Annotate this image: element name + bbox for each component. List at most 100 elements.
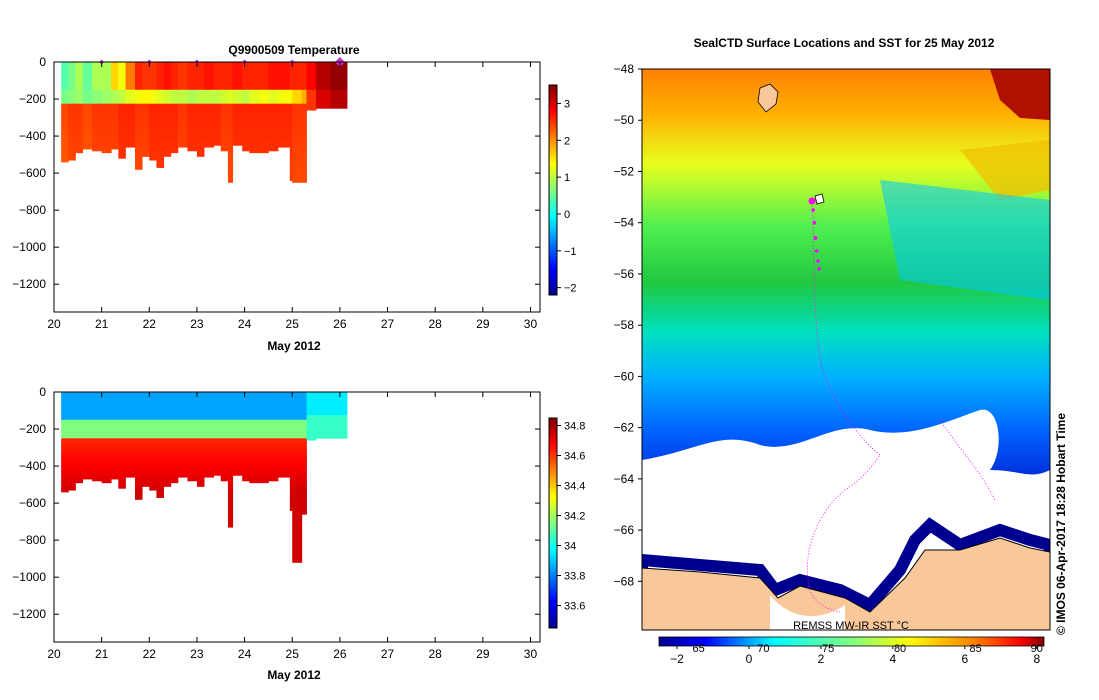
salinity-cell (163, 456, 172, 462)
salinity-cell (156, 461, 164, 467)
temperature-cell (170, 71, 179, 77)
salinity-cell (177, 433, 188, 439)
salinity-xlabel: May 2012 (267, 668, 321, 682)
salinity-cell (82, 429, 93, 435)
temperature-cell (301, 103, 307, 109)
colorbar-cell (549, 463, 557, 468)
temperature-cell (292, 140, 303, 146)
temperature-cell (170, 122, 179, 128)
temperature-cell (101, 108, 112, 114)
salinity-cell (258, 461, 269, 467)
salinity-cell (156, 489, 164, 495)
temperature-cell (242, 122, 250, 128)
salinity-cell (82, 424, 93, 430)
salinity-cell (156, 493, 164, 498)
salinity-cell (292, 540, 303, 546)
salinity-cell (135, 452, 143, 458)
salinity-cell (330, 405, 348, 411)
salinity-cell (196, 405, 205, 411)
colorbar-cell (549, 621, 557, 625)
map-y-tick-label: −62 (614, 421, 635, 435)
colorbar-cell (549, 284, 557, 289)
salinity-cell (68, 484, 76, 490)
temperature-cell (277, 71, 291, 77)
temperature-cell (177, 85, 188, 91)
colorbar-cell (549, 99, 557, 103)
salinity-cell (204, 470, 215, 476)
colorbar-frame (548, 84, 558, 296)
salinity-cell (187, 475, 198, 481)
salinity-cell (242, 442, 250, 448)
salinity-cell (187, 433, 198, 439)
colorbar-cell (549, 498, 557, 503)
temperature-cell (135, 122, 143, 128)
temperature-cell (68, 149, 76, 155)
salinity-cell (75, 401, 83, 407)
temperature-cell (289, 99, 293, 105)
temperature-cell (82, 117, 93, 123)
salinity-cell (268, 470, 279, 476)
temperature-cell (101, 112, 112, 118)
colorbar-cell (549, 582, 557, 587)
colorbar-cell (549, 547, 557, 552)
salinity-cell (101, 438, 112, 444)
temperature-cell (61, 140, 69, 146)
temperature-cell (82, 71, 93, 77)
temperature-cell (68, 75, 76, 81)
temperature-cell (306, 62, 317, 68)
salinity-cell (196, 466, 205, 472)
salinity-cell (111, 401, 119, 407)
salinity-cell (227, 484, 234, 490)
temperature-cell (204, 131, 215, 137)
salinity-cell (111, 447, 119, 453)
temperature-cell (177, 126, 188, 132)
temperature-cell (92, 145, 103, 151)
salinity-cell (213, 452, 222, 458)
sst-celsius-label: 4 (890, 652, 897, 666)
salinity-cell (268, 475, 279, 481)
salinity-cell (68, 479, 76, 485)
temperature-cell (232, 85, 243, 91)
salinity-cell (306, 424, 317, 430)
salinity-cell (101, 429, 112, 435)
salinity-cell (142, 470, 150, 476)
temperature-cell (242, 89, 250, 95)
salinity-cell (316, 405, 331, 411)
temperature-cell (149, 117, 157, 123)
temperature-cell (301, 71, 307, 77)
temperature-cell (61, 94, 69, 100)
salinity-cell (292, 530, 303, 536)
salinity-cell (163, 452, 172, 458)
temperature-cell (196, 85, 205, 91)
temperature-cell (227, 99, 234, 105)
salinity-cell (118, 456, 126, 462)
temperature-cell (196, 75, 205, 81)
salinity-cell (135, 479, 143, 485)
colorbar-cell (549, 277, 557, 282)
temperature-cell (118, 94, 126, 100)
temperature-cell (75, 89, 83, 95)
colorbar-cell (549, 523, 557, 527)
salinity-cell (149, 442, 157, 448)
sst-fahrenheit-label: 75 (822, 643, 834, 655)
temperature-cell (316, 85, 331, 91)
temperature-cell (204, 145, 215, 148)
salinity-cell (142, 419, 150, 425)
salinity-cell (292, 424, 303, 430)
salinity-cell (111, 475, 119, 480)
colorbar-cell (549, 172, 557, 177)
salinity-cell (258, 466, 269, 472)
temperature-cell (330, 94, 348, 100)
temperature-cell (68, 103, 76, 109)
temperature-cell (301, 122, 307, 128)
salinity-cell (292, 429, 303, 435)
temperature-cell (156, 89, 164, 95)
temperature-cell (196, 62, 205, 68)
temperature-cell (118, 122, 126, 128)
salinity-cell (177, 447, 188, 453)
salinity-cell (196, 401, 205, 407)
temperature-cell (177, 62, 188, 68)
temperature-cell (68, 122, 76, 128)
salinity-cell (227, 526, 234, 528)
salinity-cell (306, 415, 317, 421)
